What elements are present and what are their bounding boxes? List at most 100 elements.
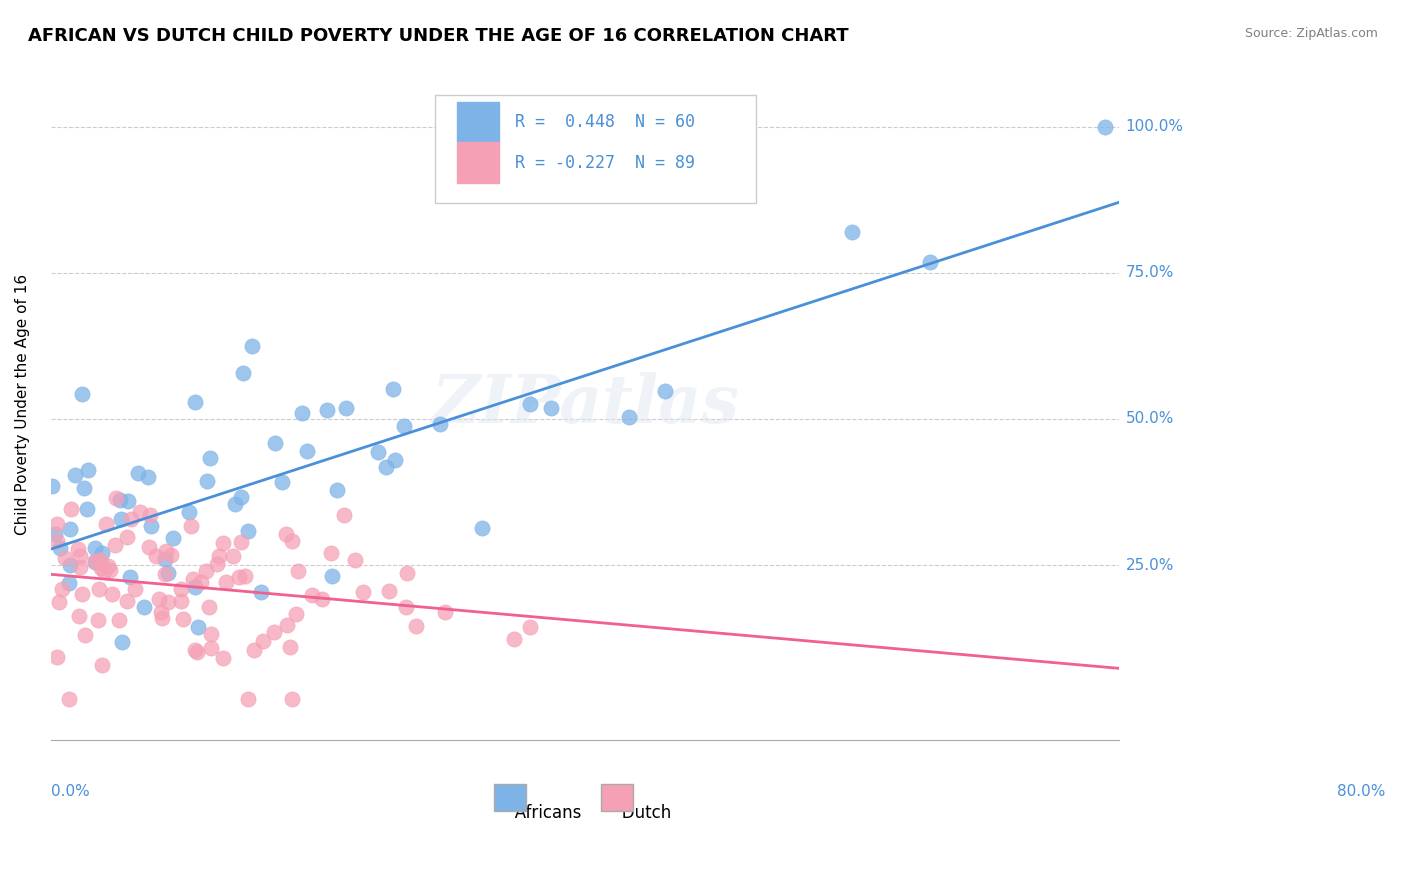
Point [276, 527, 298, 541]
Point [97, 558, 120, 573]
Point [333, 508, 356, 523]
Point [375, 459, 398, 474]
Point [229, 490, 252, 504]
Point [222, 549, 245, 563]
Point [49, 541, 72, 556]
Point [186, 645, 208, 659]
Point [87, 613, 110, 627]
Point [128, 505, 150, 519]
Point [211, 650, 233, 665]
Point [231, 535, 253, 549]
Point [90, 657, 112, 672]
Point [240, 339, 263, 353]
Point [352, 585, 374, 599]
Point [433, 605, 456, 619]
Point [150, 605, 173, 619]
Point [187, 620, 209, 634]
Point [69, 559, 91, 574]
Point [243, 643, 266, 657]
Point [224, 498, 246, 512]
Point [117, 494, 139, 508]
Point [84, 541, 107, 555]
Point [208, 549, 231, 564]
Point [316, 402, 339, 417]
Point [395, 599, 418, 614]
Point [48, 595, 70, 609]
Point [115, 530, 138, 544]
Point [654, 384, 676, 399]
Text: ZIPatlas: ZIPatlas [430, 372, 738, 437]
Point [335, 401, 357, 416]
Point [278, 640, 301, 654]
Point [287, 564, 309, 578]
Point [75, 628, 97, 642]
Point [471, 520, 494, 534]
Point [104, 491, 127, 505]
Text: R = -0.227  N = 89: R = -0.227 N = 89 [516, 153, 696, 171]
Point [301, 588, 323, 602]
Point [228, 570, 250, 584]
Point [94, 517, 117, 532]
Text: 80.0%: 80.0% [1337, 784, 1385, 799]
Point [162, 531, 184, 545]
Point [51, 582, 73, 597]
Point [45, 650, 67, 665]
Point [59, 522, 82, 536]
Point [45, 517, 67, 532]
Point [156, 566, 179, 580]
Point [84, 555, 107, 569]
Point [120, 512, 142, 526]
Point [170, 594, 193, 608]
Point [197, 475, 219, 489]
Point [291, 406, 314, 420]
Point [519, 620, 541, 634]
Point [321, 569, 343, 583]
Point [70, 387, 93, 401]
Point [519, 397, 541, 411]
Point [200, 627, 222, 641]
Y-axis label: Child Poverty Under the Age of 16: Child Poverty Under the Age of 16 [15, 274, 30, 535]
Point [183, 642, 205, 657]
Point [281, 692, 304, 706]
Point [108, 492, 131, 507]
Point [197, 600, 219, 615]
Point [153, 552, 176, 566]
Point [190, 575, 212, 590]
Point [170, 582, 193, 597]
Point [155, 566, 177, 581]
Point [76, 502, 98, 516]
Point [72, 481, 94, 495]
Text: 0.0%: 0.0% [51, 784, 90, 799]
Point [58, 575, 80, 590]
Text: 50.0%: 50.0% [1126, 411, 1174, 426]
FancyBboxPatch shape [600, 784, 633, 811]
Point [177, 505, 200, 519]
Point [90, 546, 112, 560]
Point [250, 584, 273, 599]
Point [367, 444, 389, 458]
Point [264, 435, 287, 450]
Point [252, 634, 274, 648]
Point [59, 558, 82, 572]
Point [117, 593, 139, 607]
Point [100, 563, 122, 577]
Point [183, 580, 205, 594]
Point [311, 592, 333, 607]
Point [319, 546, 342, 560]
Point [920, 255, 942, 269]
Point [118, 570, 141, 584]
Point [127, 466, 149, 480]
Point [59, 501, 82, 516]
Point [295, 443, 318, 458]
Point [236, 524, 259, 539]
Point [83, 554, 105, 568]
Point [215, 574, 238, 589]
Point [540, 401, 562, 415]
Point [139, 508, 162, 522]
Text: 100.0%: 100.0% [1126, 120, 1184, 135]
Point [89, 553, 111, 567]
Point [155, 544, 177, 558]
Point [93, 565, 115, 579]
Point [212, 536, 235, 550]
Point [107, 613, 129, 627]
